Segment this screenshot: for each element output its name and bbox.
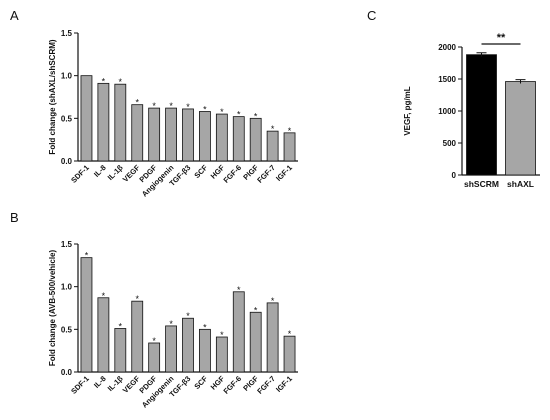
significance-star: *: [119, 321, 123, 331]
significance-star: *: [203, 322, 207, 332]
significance-star: *: [271, 124, 275, 134]
panel-label-a: A: [10, 8, 19, 23]
y-tick-label: 0.5: [61, 114, 73, 123]
y-tick-label: 0: [452, 171, 457, 180]
significance-star: *: [220, 330, 224, 340]
significance-star: *: [152, 101, 156, 111]
significance-star: *: [203, 105, 207, 115]
bar: [215, 113, 228, 162]
bar: [165, 325, 177, 373]
bar: [80, 257, 93, 373]
bar: [114, 83, 127, 162]
bar: [97, 82, 110, 162]
significance-star: *: [169, 101, 173, 111]
bar: [232, 291, 245, 373]
significance-star: *: [288, 329, 292, 339]
y-tick-label: 1.5: [61, 29, 73, 38]
significance-star: *: [237, 285, 241, 295]
bar: [215, 336, 228, 373]
bar: [199, 328, 211, 373]
panel-label-c: C: [367, 8, 377, 23]
panel-label-b: B: [10, 210, 19, 225]
bar: [148, 107, 161, 162]
significance-star: *: [135, 98, 139, 108]
y-tick-label: 2000: [438, 43, 456, 52]
bar: [165, 107, 177, 162]
bar: [131, 104, 144, 162]
y-tick-label: 0.0: [61, 368, 73, 377]
significance-star: *: [254, 111, 258, 121]
significance-star: *: [85, 251, 89, 261]
bar: [80, 75, 93, 162]
significance-star: *: [152, 336, 156, 346]
significance-star: *: [186, 102, 190, 112]
significance-star: *: [102, 291, 106, 301]
significance-star: *: [102, 76, 106, 86]
significance-star: *: [186, 311, 190, 321]
x-tick-label: shAXL: [507, 179, 534, 189]
bar: [466, 54, 497, 176]
significance-star: *: [271, 296, 275, 306]
y-tick-label: 500: [443, 139, 457, 148]
bar: [97, 297, 110, 373]
bar: [182, 317, 194, 373]
bar: [114, 328, 127, 373]
bar: [249, 117, 262, 162]
bar: [131, 300, 144, 373]
bar: [249, 311, 262, 373]
y-axis-label: Fold change (shAXL/shSCRM): [48, 39, 57, 154]
y-tick-label: 0.0: [61, 157, 73, 166]
y-tick-label: 1000: [438, 107, 456, 116]
bar: [283, 132, 296, 162]
y-axis-label: Fold change (AVB-500/vehicle): [48, 250, 57, 367]
significance-star: *: [169, 319, 173, 329]
significance-star: *: [220, 107, 224, 117]
y-tick-label: 1500: [438, 75, 456, 84]
bar: [182, 108, 194, 162]
significance-star: *: [288, 126, 292, 136]
significance-star: *: [237, 110, 241, 120]
bar: [505, 81, 536, 176]
bar: [232, 116, 245, 162]
bar: [199, 111, 211, 162]
significance-star: *: [119, 77, 123, 87]
y-tick-label: 1.5: [61, 240, 73, 249]
significance-star: *: [135, 294, 139, 304]
comparison-label: **: [497, 32, 506, 44]
x-tick-label: shSCRM: [464, 179, 499, 189]
y-tick-label: 1.0: [61, 72, 73, 81]
y-tick-label: 1.0: [61, 283, 73, 292]
significance-star: *: [254, 305, 258, 315]
bar: [266, 130, 279, 162]
bar: [283, 335, 296, 373]
bar: [148, 342, 161, 373]
bar: [266, 302, 279, 373]
y-tick-label: 0.5: [61, 325, 73, 334]
y-axis-label: VEGF, pg/mL: [403, 86, 412, 135]
